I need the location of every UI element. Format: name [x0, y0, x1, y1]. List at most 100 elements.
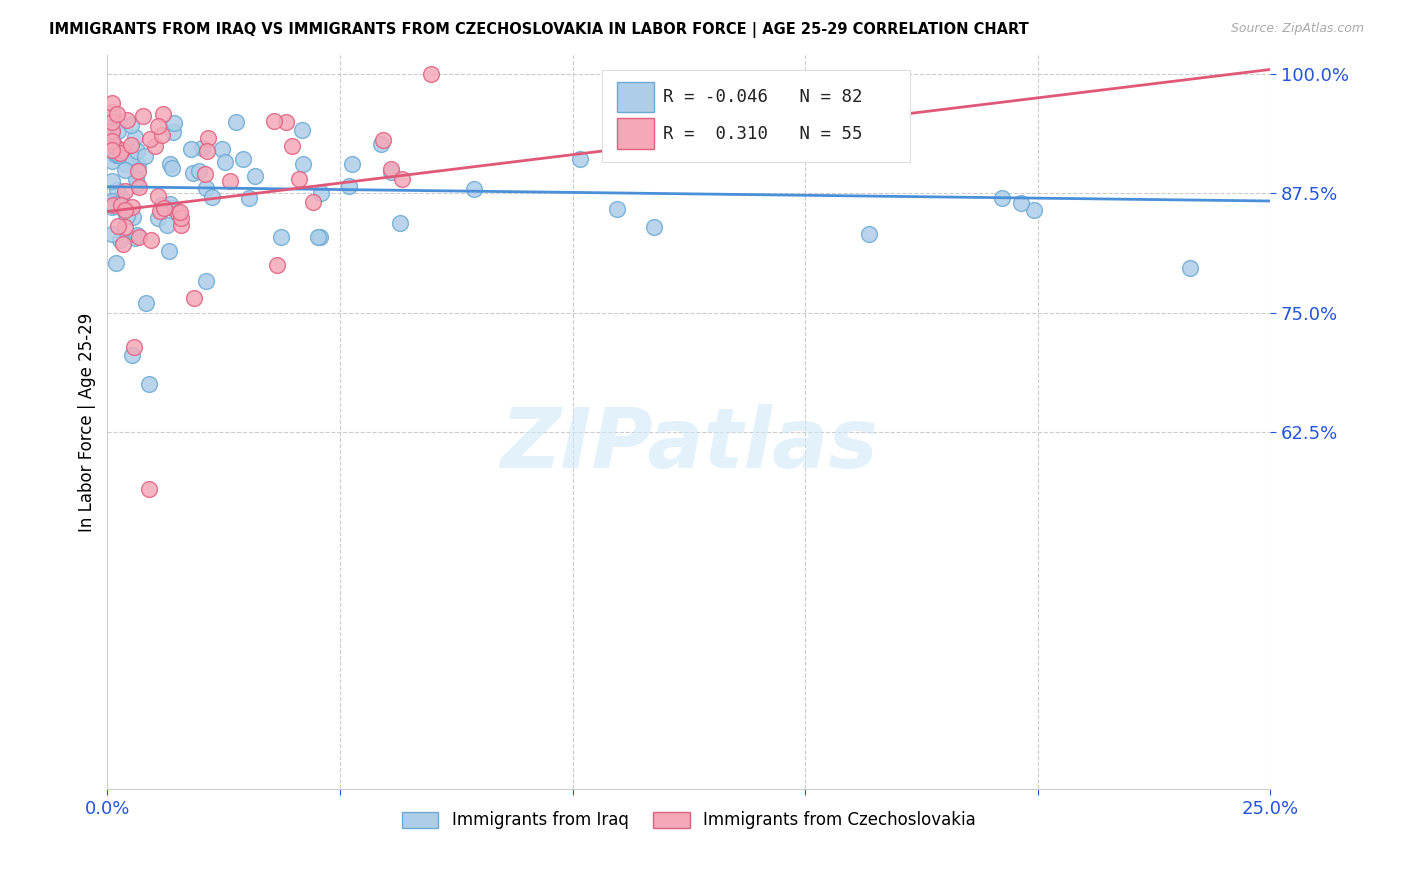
Point: [124, 231, 146, 245]
Point: [148, 211, 170, 225]
Point: [124, 129, 146, 144]
Point: [214, 154, 236, 169]
Point: [114, 184, 136, 198]
Point: [121, 348, 143, 362]
Point: [281, 138, 304, 153]
Point: [138, 377, 160, 392]
Point: [1022, 203, 1045, 218]
Point: [1178, 260, 1201, 275]
Point: [152, 107, 174, 121]
Point: [232, 152, 254, 166]
Point: [380, 162, 402, 177]
Point: [276, 115, 298, 129]
Point: [101, 174, 124, 188]
Point: [101, 144, 124, 158]
Point: [132, 109, 155, 123]
Point: [103, 118, 125, 132]
FancyBboxPatch shape: [602, 70, 910, 161]
Point: [127, 145, 149, 159]
Point: [163, 116, 186, 130]
FancyBboxPatch shape: [617, 81, 654, 112]
Point: [218, 174, 240, 188]
Point: [162, 161, 184, 175]
Point: [266, 258, 288, 272]
Point: [117, 113, 139, 128]
Point: [121, 211, 143, 225]
Point: [121, 150, 143, 164]
Point: [108, 146, 131, 161]
Point: [370, 136, 392, 151]
Point: [340, 157, 363, 171]
Text: R =  0.310   N = 55: R = 0.310 N = 55: [664, 125, 863, 143]
Legend: Immigrants from Iraq, Immigrants from Czechoslovakia: Immigrants from Iraq, Immigrants from Cz…: [395, 805, 983, 836]
Point: [107, 219, 129, 233]
Point: [112, 237, 135, 252]
Point: [114, 163, 136, 178]
Point: [193, 168, 215, 182]
Point: [101, 95, 124, 110]
Point: [110, 198, 132, 212]
Point: [380, 164, 402, 178]
Point: [139, 132, 162, 146]
Point: [159, 196, 181, 211]
Point: [606, 202, 628, 216]
Point: [211, 142, 233, 156]
Point: [243, 169, 266, 183]
Point: [107, 124, 129, 138]
Point: [420, 67, 443, 81]
Point: [120, 118, 142, 132]
Point: [121, 200, 143, 214]
Point: [150, 128, 173, 142]
Point: [115, 157, 138, 171]
Point: [389, 216, 412, 230]
Point: [991, 191, 1014, 205]
Point: [162, 201, 184, 215]
Point: [101, 120, 124, 135]
Point: [463, 181, 485, 195]
Point: [371, 133, 394, 147]
Point: [152, 202, 174, 216]
Point: [225, 115, 247, 129]
Point: [101, 194, 124, 209]
Text: ZIPatlas: ZIPatlas: [501, 404, 877, 484]
Point: [188, 164, 211, 178]
Point: [183, 292, 205, 306]
Point: [110, 233, 132, 247]
Point: [107, 148, 129, 162]
Point: [110, 190, 132, 204]
Point: [157, 244, 180, 259]
Point: [101, 194, 124, 208]
Point: [391, 172, 413, 186]
Point: [138, 482, 160, 496]
Point: [101, 227, 124, 241]
Point: [127, 158, 149, 172]
Point: [170, 219, 193, 233]
FancyBboxPatch shape: [617, 119, 654, 149]
Point: [122, 340, 145, 354]
Point: [150, 198, 173, 212]
Point: [128, 230, 150, 244]
Point: [114, 205, 136, 219]
Point: [169, 204, 191, 219]
Point: [263, 113, 285, 128]
Point: [190, 141, 212, 155]
Point: [127, 177, 149, 191]
Point: [159, 156, 181, 170]
Point: [292, 157, 315, 171]
Point: [114, 203, 136, 218]
Point: [200, 190, 222, 204]
Point: [858, 227, 880, 241]
Point: [194, 275, 217, 289]
Point: [101, 105, 124, 120]
Point: [105, 183, 128, 197]
Point: [180, 142, 202, 156]
Point: [238, 191, 260, 205]
Point: [101, 115, 124, 129]
Point: [101, 200, 124, 214]
Point: [166, 206, 188, 220]
Point: [128, 180, 150, 194]
Point: [105, 197, 128, 211]
Point: [114, 219, 136, 234]
Point: [101, 126, 124, 140]
Point: [162, 125, 184, 139]
